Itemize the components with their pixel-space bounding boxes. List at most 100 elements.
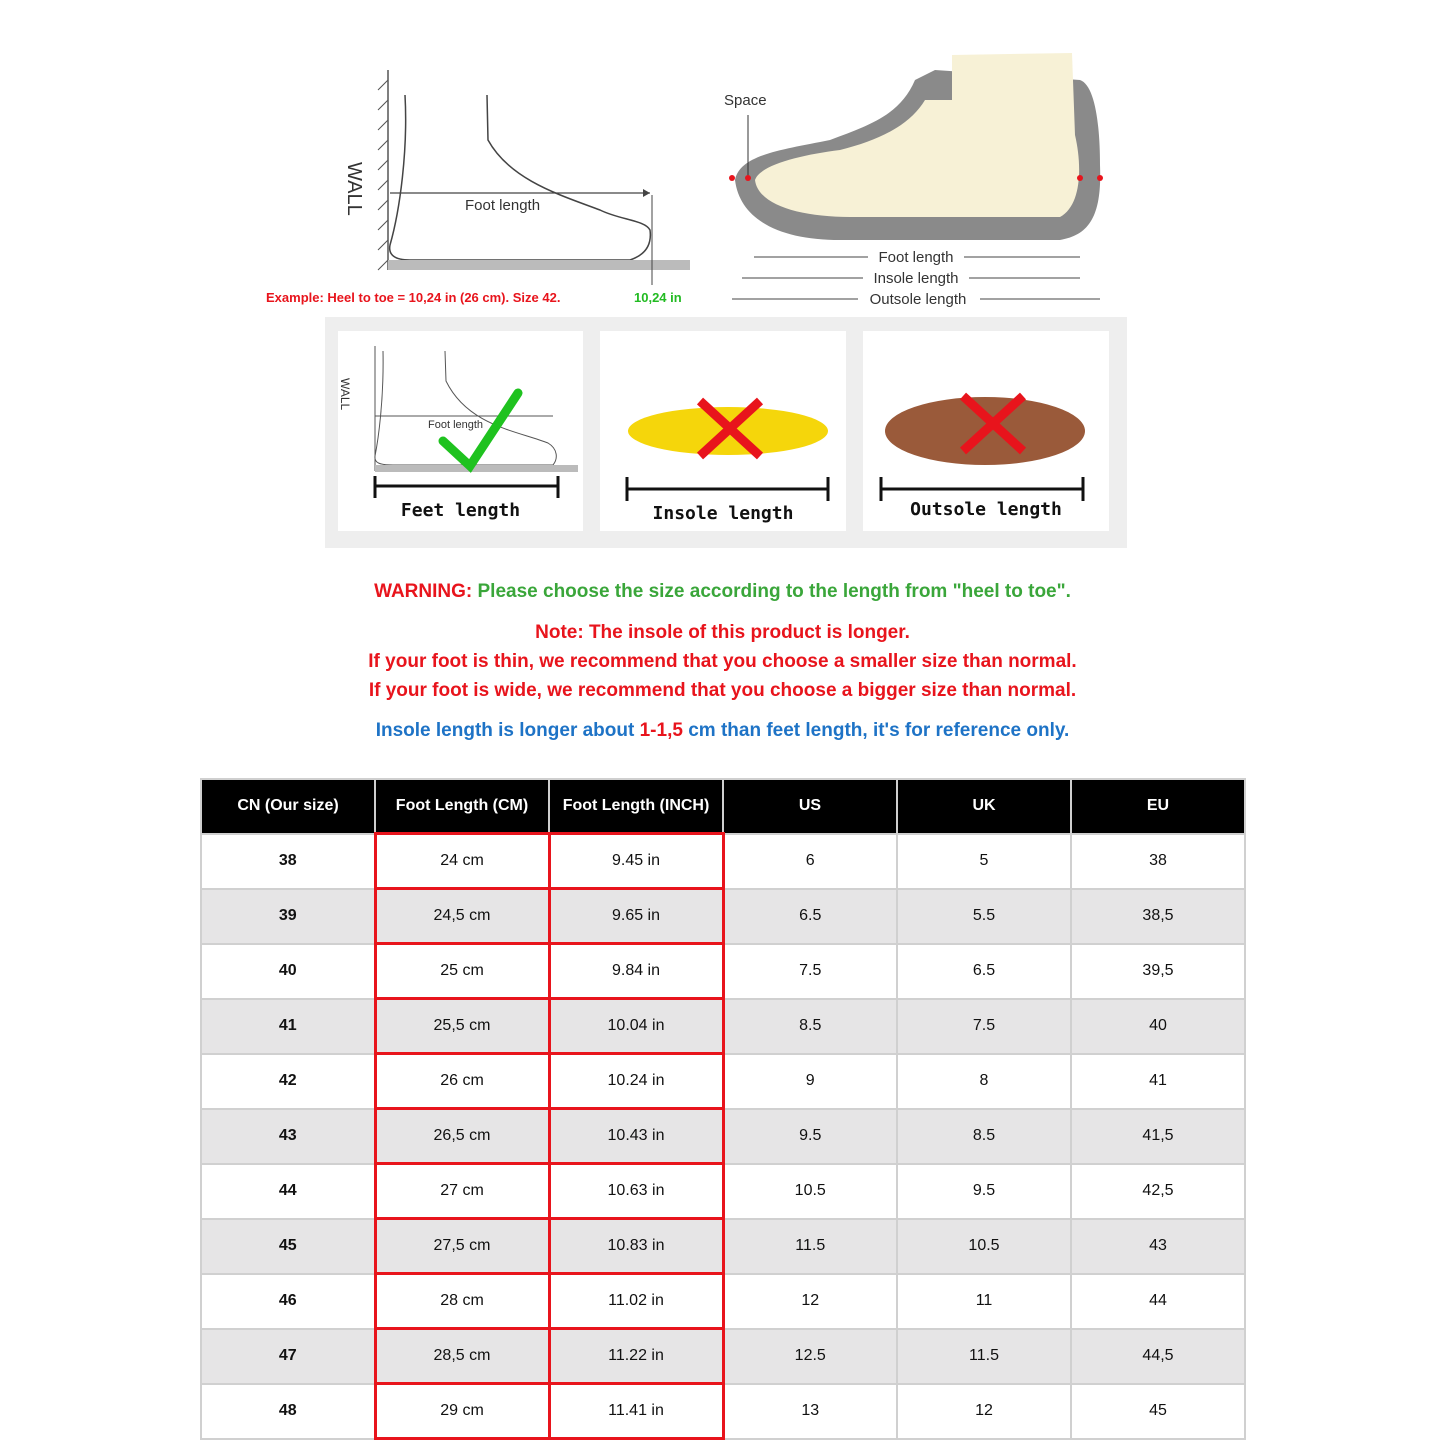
table-row: 38 24 cm 9.45 in 6 5 38 [200,832,1246,890]
table-cell: 7.5 [722,942,898,1000]
table-cell: 24 cm [373,832,551,890]
thin-foot-text: If your foot is thin, we recommend that … [368,651,1077,672]
table-cell: 6.5 [896,942,1072,1000]
shoe-cross-section-diagram: Space Foot length Insole length Outsole … [724,53,1103,308]
table-cell: 42 [200,1052,376,1110]
table-cell: 9.65 in [547,887,725,945]
shoe-foot-length-label: Foot length [878,249,953,266]
table-cell: 12.5 [722,1327,898,1385]
table-cell: 9.84 in [547,942,725,1000]
table-cell: 8 [896,1052,1072,1110]
table-cell: 11.22 in [547,1327,725,1385]
cross-icon [959,392,1027,455]
table-cell: 6.5 [722,887,898,945]
table-cell: 9.45 in [547,832,725,890]
table-cell: 10.24 in [547,1052,725,1110]
table-cell: 44 [1070,1272,1246,1330]
table-cell: 41,5 [1070,1107,1246,1165]
foot-against-wall-diagram: WALL Foot length Example: Heel to toe = … [266,70,690,305]
table-cell: 11 [896,1272,1072,1330]
table-cell: 11.5 [722,1217,898,1275]
table-cell: 13 [722,1382,898,1440]
shoe-outsole-length-label: Outsole length [870,291,967,308]
column-header: CN (Our size) [200,778,376,835]
ruler-icon [388,260,690,270]
table-cell: 46 [200,1272,376,1330]
small-wall-label: WALL [338,378,352,411]
table-row: 45 27,5 cm 10.83 in 11.5 10.5 43 [200,1217,1246,1275]
column-header: Foot Length (INCH) [548,778,724,835]
table-row: 39 24,5 cm 9.65 in 6.5 5.5 38,5 [200,887,1246,945]
table-cell: 38 [200,832,376,890]
wall-label: WALL [343,162,365,216]
table-cell: 45 [1070,1382,1246,1440]
table-cell: 25 cm [373,942,551,1000]
table-cell: 43 [200,1107,376,1165]
table-cell: 47 [200,1327,376,1385]
insole-text-a: Insole length is longer about [375,720,640,741]
checkmark-icon [438,388,523,473]
table-cell: 9.5 [722,1107,898,1165]
table-cell: 7.5 [896,997,1072,1055]
foot-outline-icon [388,94,652,261]
warning-text: Please choose the size according to the … [477,581,1071,602]
measure-value: 10,24 in [634,290,682,305]
table-cell: 26,5 cm [373,1107,551,1165]
warning-message: WARNING: Please choose the size accordin… [0,581,1445,603]
outsole-length-card: Outsole length [863,331,1109,531]
table-cell: 38,5 [1070,887,1246,945]
table-row: 48 29 cm 11.41 in 13 12 45 [200,1382,1246,1440]
table-cell: 24,5 cm [373,887,551,945]
table-cell: 8.5 [722,997,898,1055]
table-cell: 26 cm [373,1052,551,1110]
table-cell: 42,5 [1070,1162,1246,1220]
column-header: US [722,778,898,835]
feet-length-card: WALL Foot length Feet length [338,331,583,531]
wall-icon [377,70,389,271]
table-cell: 10.43 in [547,1107,725,1165]
table-cell: 9 [722,1052,898,1110]
table-cell: 5 [896,832,1072,890]
measurement-comparison-panel: WALL Foot length Feet length Insole leng… [325,317,1127,548]
table-row: 42 26 cm 10.24 in 9 8 41 [200,1052,1246,1110]
small-foot-length-label: Foot length [428,419,483,431]
table-cell: 11.5 [896,1327,1072,1385]
table-cell: 44 [200,1162,376,1220]
table-row: 44 27 cm 10.63 in 10.5 9.5 42,5 [200,1162,1246,1220]
table-cell: 41 [200,997,376,1055]
table-cell: 11.02 in [547,1272,725,1330]
table-cell: 10.83 in [547,1217,725,1275]
column-header: Foot Length (CM) [374,778,550,835]
table-cell: 39 [200,887,376,945]
insole-text-range: 1-1,5 [639,720,683,741]
table-cell: 10.5 [722,1162,898,1220]
insole-reference-text: Insole length is longer about 1-1,5 cm t… [0,720,1445,742]
table-cell: 10.5 [896,1217,1072,1275]
table-cell: 12 [722,1272,898,1330]
column-header: UK [896,778,1072,835]
foot-length-label: Foot length [465,197,540,214]
table-cell: 38 [1070,832,1246,890]
warning-prefix: WARNING: [374,581,473,602]
outsole-length-label: Outsole length [910,499,1062,520]
table-cell: 40 [200,942,376,1000]
table-cell: 27,5 cm [373,1217,551,1275]
table-cell: 9.5 [896,1162,1072,1220]
insole-length-label: Insole length [652,503,794,524]
table-cell: 6 [722,832,898,890]
size-chart-table: CN (Our size) Foot Length (CM) Foot Length… [200,778,1246,1440]
table-row: 47 28,5 cm 11.22 in 12.5 11.5 44,5 [200,1327,1246,1385]
wide-foot-text: If your foot is wide, we recommend that … [368,680,1077,701]
note-text: Note: The insole of this product is long… [535,622,910,643]
table-row: 41 25,5 cm 10.04 in 8.5 7.5 40 [200,997,1246,1055]
table-cell: 29 cm [373,1382,551,1440]
table-cell: 27 cm [373,1162,551,1220]
table-cell: 10.63 in [547,1162,725,1220]
table-cell: 28 cm [373,1272,551,1330]
table-cell: 10.04 in [547,997,725,1055]
feet-length-label: Feet length [400,500,521,521]
table-cell: 8.5 [896,1107,1072,1165]
table-cell: 41 [1070,1052,1246,1110]
space-label: Space [724,92,767,109]
table-cell: 5.5 [896,887,1072,945]
